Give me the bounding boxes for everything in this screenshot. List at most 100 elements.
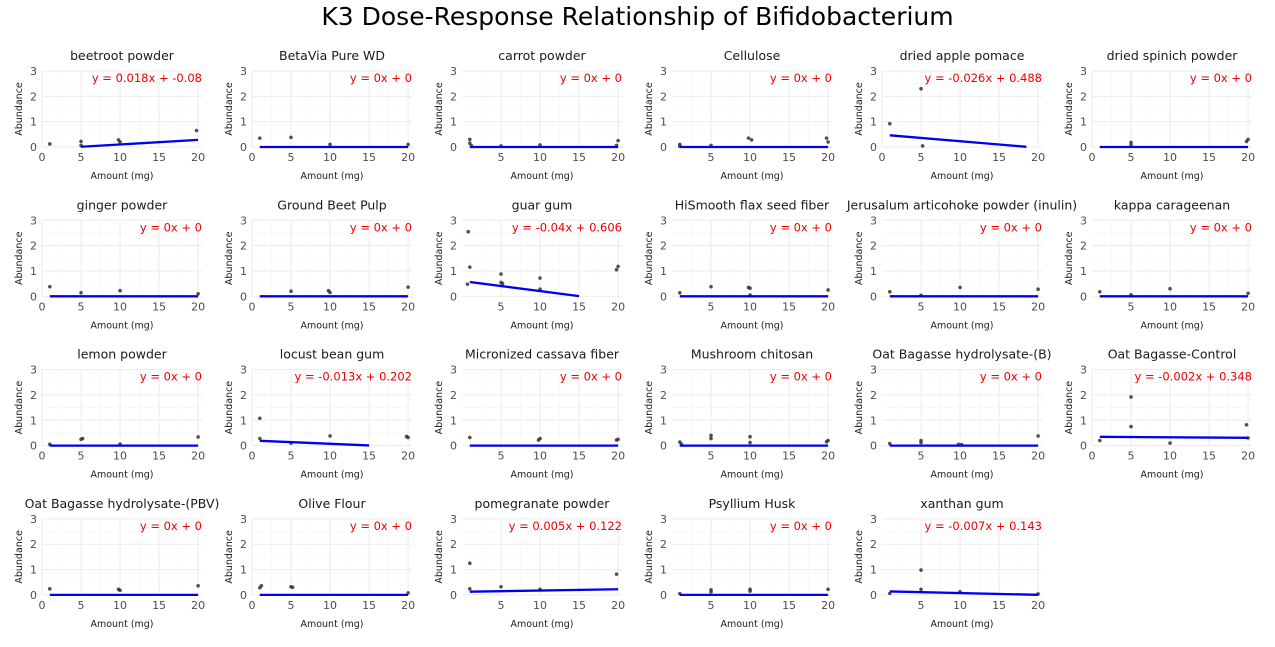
data-point: [79, 290, 83, 295]
x-tick-label: 15: [572, 450, 586, 463]
data-point: [196, 583, 200, 588]
x-tick-label: 20: [401, 450, 415, 463]
facet-panel: locust bean gum 0 1 2 3 0 5 10 15 20 Amount (mg) Ab…: [224, 347, 415, 481]
x-tick-label: 15: [572, 300, 586, 313]
x-tick-label: 10: [323, 151, 337, 164]
y-tick-label: 2: [660, 538, 667, 551]
data-point: [80, 436, 85, 441]
y-tick-label: 0: [1080, 290, 1087, 303]
x-tick-label: 0: [39, 450, 46, 463]
y-tick-label: 3: [450, 364, 457, 377]
x-tick-label: 5: [78, 300, 85, 313]
x-axis-label: Amount (mg): [930, 470, 993, 481]
x-axis-label: Amount (mg): [300, 171, 363, 182]
x-tick-label: 5: [498, 450, 505, 463]
y-axis-label: Abundance: [644, 530, 655, 584]
y-tick-label: 1: [1080, 414, 1087, 427]
data-point: [748, 589, 752, 593]
x-tick-label: 5: [498, 151, 505, 164]
y-tick-label: 0: [660, 589, 667, 602]
equation-label: y = 0.005x + 0.122: [509, 519, 622, 533]
facet-title: ginger powder: [77, 197, 168, 212]
data-point: [290, 585, 295, 590]
x-tick-label: 5: [708, 151, 715, 164]
x-tick-label: 15: [992, 151, 1006, 164]
y-tick-label: 3: [30, 214, 37, 227]
y-tick-label: 1: [660, 414, 667, 427]
facet-title: Micronized cassava fiber: [465, 347, 620, 362]
y-tick-label: 0: [30, 141, 37, 154]
facet-panel: Cellulose 0 1 2 3 5 10 15 20 Amount (mg) Abundance…: [644, 48, 835, 182]
x-tick-label: 0: [249, 151, 256, 164]
facet-panel: beetroot powder 0 1 2 3 0 5 10 15 20 Amount (mg) Ab…: [14, 48, 205, 182]
y-tick-label: 3: [240, 364, 247, 377]
x-tick-label: 5: [918, 300, 925, 313]
facet-panel: Olive Flour 0 1 2 3 0 5 10 15 20 Amount (mg) Abunda…: [224, 496, 415, 630]
y-tick-label: 1: [660, 116, 667, 129]
y-axis-label: Abundance: [854, 381, 865, 435]
data-point: [709, 284, 713, 289]
y-tick-label: 3: [870, 513, 877, 526]
data-point: [709, 590, 713, 594]
y-axis-label: Abundance: [14, 530, 25, 584]
data-point: [194, 128, 199, 133]
data-point: [406, 285, 410, 289]
x-tick-label: 0: [249, 450, 256, 463]
data-point: [468, 137, 472, 142]
data-point: [406, 142, 410, 147]
x-tick-label: 10: [323, 599, 337, 612]
y-tick-label: 2: [240, 538, 247, 551]
y-tick-label: 0: [240, 589, 247, 602]
regression-line: [1099, 435, 1249, 439]
x-tick-label: 5: [708, 450, 715, 463]
y-tick-label: 1: [870, 414, 877, 427]
y-axis-label: Abundance: [434, 381, 445, 435]
regression-line: [80, 138, 199, 148]
x-tick-label: 10: [743, 599, 757, 612]
x-axis-label: Amount (mg): [1140, 320, 1203, 331]
data-point: [538, 276, 542, 280]
data-point: [468, 561, 472, 566]
x-tick-label: 10: [1163, 450, 1177, 463]
x-tick-label: 15: [782, 599, 796, 612]
x-tick-label: 20: [1031, 151, 1045, 164]
facet-title: kappa carageenan: [1114, 197, 1230, 212]
data-point: [48, 142, 52, 146]
x-tick-label: 20: [1031, 599, 1045, 612]
facet-title: xanthan gum: [920, 496, 1003, 511]
y-axis-label: Abundance: [644, 231, 655, 285]
y-tick-label: 2: [1080, 240, 1087, 253]
data-point: [328, 142, 332, 147]
y-axis-label: Abundance: [644, 381, 655, 435]
x-axis-label: Amount (mg): [1140, 470, 1203, 481]
x-axis-label: Amount (mg): [300, 619, 363, 630]
x-tick-label: 15: [152, 599, 166, 612]
x-tick-label: 15: [362, 450, 376, 463]
equation-label: y = -0.007x + 0.143: [925, 519, 1043, 533]
x-tick-label: 15: [152, 450, 166, 463]
x-tick-label: 5: [918, 450, 925, 463]
y-tick-label: 0: [870, 589, 877, 602]
y-tick-label: 1: [240, 414, 247, 427]
y-tick-label: 2: [30, 538, 37, 551]
x-tick-label: 10: [743, 300, 757, 313]
x-axis-label: Amount (mg): [1140, 171, 1203, 182]
y-tick-label: 3: [240, 513, 247, 526]
data-point: [1129, 140, 1133, 145]
x-tick-label: 0: [39, 151, 46, 164]
x-tick-label: 5: [1128, 151, 1135, 164]
y-tick-label: 2: [870, 240, 877, 253]
x-tick-label: 0: [249, 300, 256, 313]
data-point: [328, 290, 332, 295]
equation-label: y = 0x + 0: [770, 519, 832, 533]
y-axis-label: Abundance: [644, 82, 655, 136]
facet-panel: Psyllium Husk 0 1 2 3 5 10 15 20 Amount (mg) Abund…: [644, 496, 835, 630]
data-point: [746, 136, 751, 140]
y-tick-label: 0: [1080, 440, 1087, 453]
x-tick-label: 10: [533, 151, 547, 164]
x-axis-label: Amount (mg): [300, 470, 363, 481]
x-tick-label: 5: [498, 300, 505, 313]
data-point: [826, 587, 830, 592]
x-axis-label: Amount (mg): [300, 320, 363, 331]
